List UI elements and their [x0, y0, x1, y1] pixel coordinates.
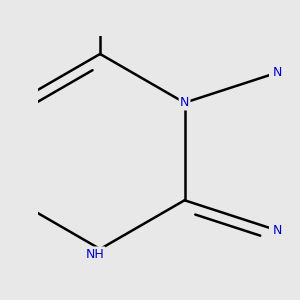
Text: N: N [180, 96, 189, 109]
Text: N: N [273, 66, 282, 79]
Text: N: N [273, 224, 282, 237]
Text: NH: NH [85, 248, 104, 261]
